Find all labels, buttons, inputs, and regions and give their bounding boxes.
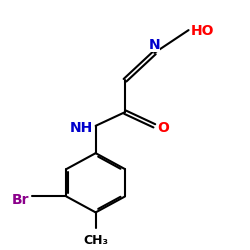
Text: Br: Br (12, 193, 30, 207)
Text: CH₃: CH₃ (83, 234, 108, 247)
Text: HO: HO (191, 24, 214, 38)
Text: O: O (157, 121, 169, 135)
Text: N: N (148, 38, 160, 52)
Text: NH: NH (70, 121, 93, 135)
